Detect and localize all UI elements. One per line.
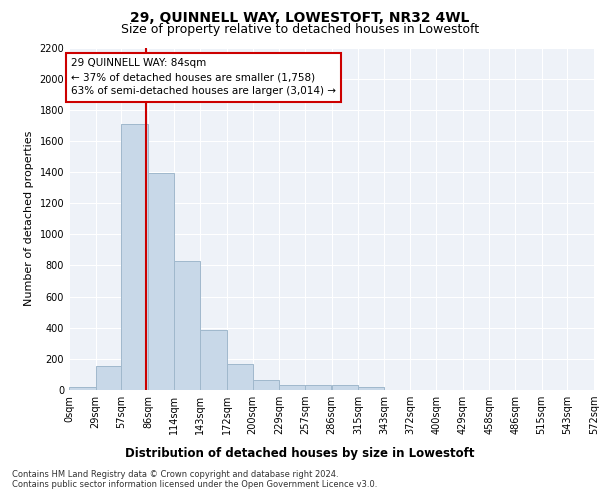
Text: Size of property relative to detached houses in Lowestoft: Size of property relative to detached ho… [121, 22, 479, 36]
Text: Distribution of detached houses by size in Lowestoft: Distribution of detached houses by size … [125, 448, 475, 460]
Bar [200, 330, 227, 390]
Bar [358, 387, 384, 390]
Bar [148, 173, 173, 390]
Bar [253, 380, 279, 390]
Y-axis label: Number of detached properties: Number of detached properties [24, 131, 34, 306]
Text: Contains HM Land Registry data © Crown copyright and database right 2024.: Contains HM Land Registry data © Crown c… [12, 470, 338, 479]
Bar [69, 387, 95, 390]
Text: Contains public sector information licensed under the Open Government Licence v3: Contains public sector information licen… [12, 480, 377, 489]
Bar [173, 261, 200, 390]
Bar [331, 386, 358, 390]
Text: 29 QUINNELL WAY: 84sqm
← 37% of detached houses are smaller (1,758)
63% of semi-: 29 QUINNELL WAY: 84sqm ← 37% of detached… [71, 58, 336, 96]
Bar [227, 364, 253, 390]
Bar [279, 384, 305, 390]
Bar [305, 386, 331, 390]
Text: 29, QUINNELL WAY, LOWESTOFT, NR32 4WL: 29, QUINNELL WAY, LOWESTOFT, NR32 4WL [130, 11, 470, 25]
Bar [95, 366, 121, 390]
Bar [121, 124, 148, 390]
